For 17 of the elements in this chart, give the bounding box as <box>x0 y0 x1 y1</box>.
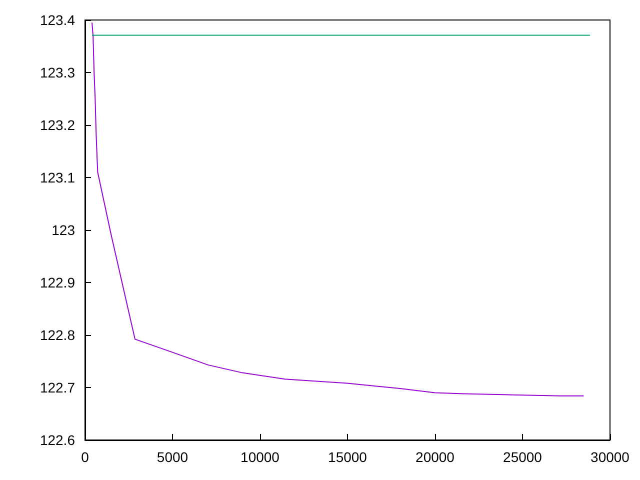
x-tick-label: 10000 <box>240 449 280 465</box>
y-tick-label: 123.1 <box>40 170 76 186</box>
y-tick-label: 122.7 <box>40 380 76 396</box>
line-series <box>92 22 584 396</box>
x-tick-label: 30000 <box>590 449 630 465</box>
x-tick-label: 20000 <box>416 449 455 465</box>
x-tick-label: 25000 <box>503 449 542 465</box>
y-tick-label: 123.2 <box>40 117 76 133</box>
x-tick-label: 5000 <box>156 449 188 465</box>
x-tick-label: 15000 <box>328 449 368 465</box>
y-tick-label: 122.9 <box>40 274 76 290</box>
x-tick-label: 0 <box>81 449 90 465</box>
y-tick-label: 123 <box>52 222 76 238</box>
y-tick-label: 122.8 <box>40 327 76 343</box>
y-tick-label: 122.6 <box>40 432 76 448</box>
y-tick-label: 123.4 <box>40 12 76 28</box>
y-tick-label: 123.3 <box>40 64 76 80</box>
